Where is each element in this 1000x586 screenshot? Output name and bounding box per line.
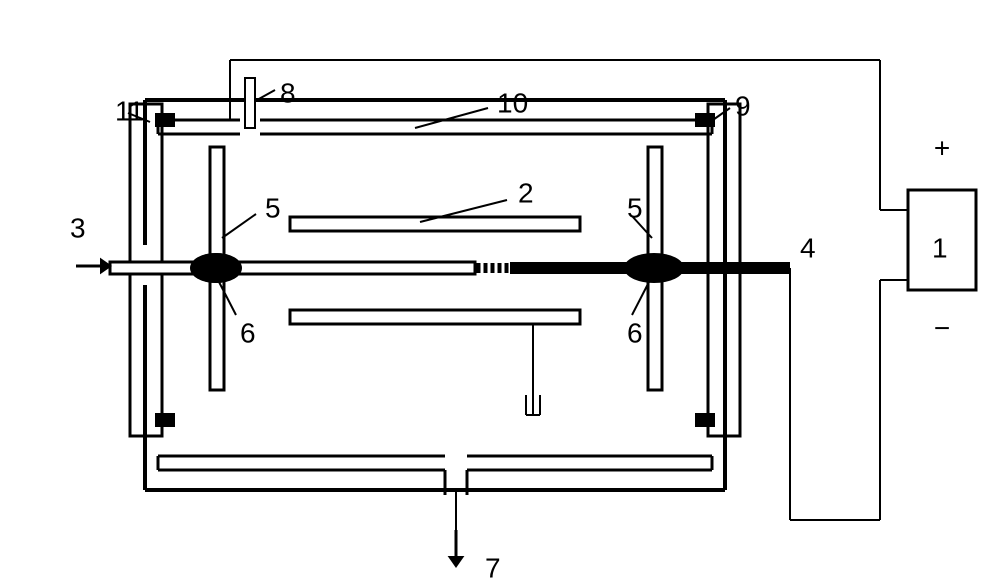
svg-text:10: 10 (497, 87, 528, 118)
svg-text:6: 6 (240, 317, 256, 348)
svg-text:1: 1 (932, 232, 948, 263)
diagram-svg: + − 1 2 3 4 5 5 6 6 7 8 9 10 11 (0, 0, 1000, 586)
svg-text:−: − (934, 312, 950, 343)
svg-text:2: 2 (518, 177, 534, 208)
svg-text:5: 5 (265, 192, 281, 223)
svg-text:9: 9 (735, 90, 751, 121)
svg-text:11: 11 (115, 95, 144, 126)
svg-text:3: 3 (70, 212, 86, 243)
diagram-stage: + − 1 2 3 4 5 5 6 6 7 8 9 10 11 (0, 0, 1000, 586)
svg-text:+: + (934, 132, 950, 163)
svg-text:4: 4 (800, 232, 816, 263)
svg-text:6: 6 (627, 317, 643, 348)
svg-text:8: 8 (280, 77, 296, 108)
svg-text:7: 7 (485, 552, 501, 583)
svg-text:5: 5 (627, 192, 643, 223)
